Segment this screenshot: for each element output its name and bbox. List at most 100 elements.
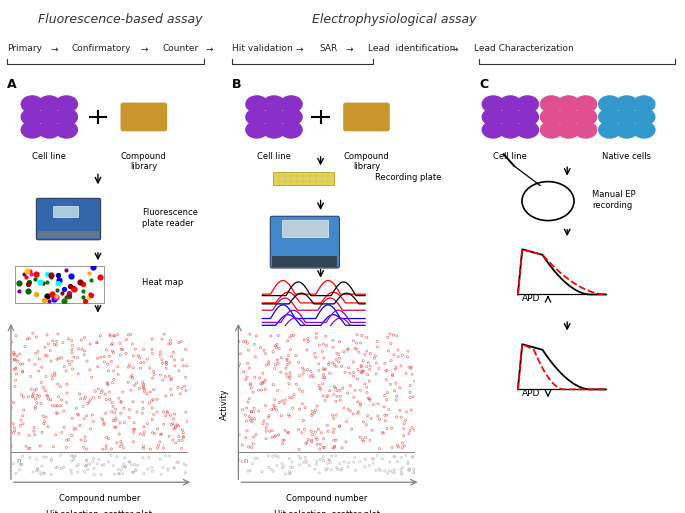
- Point: [78, 287, 89, 295]
- Point: [64, 290, 75, 299]
- Point: [47, 337, 58, 345]
- Point: [79, 432, 90, 441]
- Point: [235, 457, 246, 465]
- Point: [38, 412, 49, 420]
- Point: [319, 354, 329, 362]
- Point: [8, 398, 19, 406]
- Point: [145, 388, 155, 396]
- Point: [302, 334, 313, 343]
- Point: [49, 294, 60, 303]
- Point: [168, 415, 179, 423]
- Point: [318, 435, 329, 443]
- Point: [77, 292, 88, 301]
- Point: [316, 429, 327, 437]
- Point: [59, 363, 70, 371]
- Point: [361, 383, 372, 391]
- Point: [73, 411, 84, 419]
- Point: [132, 461, 143, 469]
- Point: [169, 464, 179, 472]
- Point: [173, 383, 184, 391]
- Point: [287, 404, 298, 412]
- Point: [86, 291, 97, 300]
- Point: [29, 427, 40, 435]
- Text: n: n: [244, 458, 248, 464]
- Circle shape: [55, 109, 77, 125]
- Point: [99, 461, 110, 469]
- Point: [397, 439, 408, 447]
- Point: [401, 369, 412, 378]
- Point: [313, 425, 324, 433]
- Point: [79, 350, 90, 359]
- Point: [331, 436, 342, 444]
- Point: [115, 399, 126, 407]
- Point: [318, 457, 329, 465]
- Point: [107, 347, 118, 355]
- Point: [235, 350, 246, 358]
- Point: [396, 453, 407, 462]
- Point: [135, 364, 146, 372]
- Point: [313, 366, 324, 374]
- Point: [372, 338, 383, 346]
- Point: [123, 331, 134, 339]
- Point: [32, 465, 43, 473]
- Point: [268, 348, 279, 356]
- Point: [242, 339, 253, 347]
- Point: [50, 402, 61, 410]
- Point: [176, 338, 187, 346]
- Point: [240, 375, 251, 383]
- Point: [260, 435, 271, 443]
- Point: [15, 360, 26, 368]
- Text: →: →: [346, 44, 353, 53]
- Point: [91, 339, 102, 347]
- Point: [245, 416, 256, 424]
- Point: [269, 364, 280, 372]
- Point: [27, 329, 38, 338]
- Point: [50, 464, 61, 472]
- Point: [408, 453, 419, 461]
- Point: [256, 380, 266, 388]
- Point: [312, 436, 323, 444]
- Point: [41, 291, 52, 300]
- Point: [242, 359, 253, 367]
- Point: [302, 366, 313, 374]
- Point: [318, 340, 329, 348]
- Point: [162, 409, 173, 417]
- Point: [106, 358, 117, 366]
- Point: [129, 425, 140, 433]
- Point: [25, 372, 36, 381]
- Point: [58, 423, 69, 431]
- Point: [34, 354, 45, 363]
- Text: Cell line: Cell line: [493, 152, 527, 161]
- Point: [68, 353, 79, 361]
- Point: [47, 375, 58, 383]
- Point: [112, 439, 123, 447]
- Point: [400, 416, 411, 424]
- Point: [129, 419, 140, 427]
- Text: →: →: [50, 44, 58, 53]
- Point: [32, 465, 43, 473]
- Point: [84, 292, 95, 301]
- Point: [256, 386, 266, 394]
- Point: [338, 404, 349, 412]
- Point: [116, 345, 127, 353]
- Point: [303, 436, 314, 444]
- Point: [407, 370, 418, 379]
- Point: [306, 427, 316, 436]
- Point: [18, 270, 29, 279]
- Point: [117, 388, 128, 396]
- Point: [139, 387, 150, 396]
- Point: [75, 394, 86, 403]
- Point: [99, 419, 110, 427]
- Point: [12, 352, 23, 360]
- Point: [238, 338, 249, 346]
- Circle shape: [55, 122, 77, 138]
- Point: [299, 336, 310, 344]
- Point: [107, 339, 118, 347]
- Point: [56, 428, 67, 437]
- Point: [390, 365, 401, 373]
- Point: [356, 362, 366, 370]
- Point: [112, 452, 123, 461]
- Point: [244, 394, 255, 403]
- Point: [409, 426, 420, 434]
- Point: [284, 393, 295, 402]
